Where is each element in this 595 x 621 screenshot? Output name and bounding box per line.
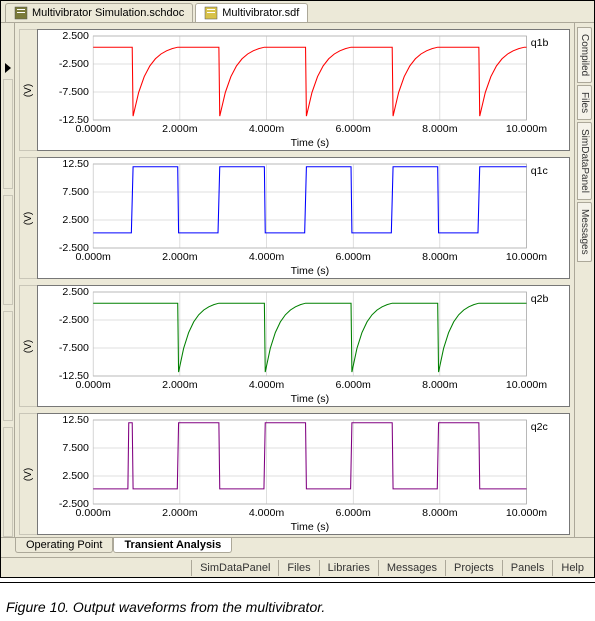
status-bar: SimDataPanelFilesLibrariesMessagesProjec… [1, 557, 594, 577]
doc-tab-0[interactable]: Multivibrator Simulation.schdoc [5, 3, 193, 22]
svg-text:7.500: 7.500 [62, 443, 89, 454]
chart-ylabel: (V) [23, 467, 34, 480]
chart-ylabel: (V) [23, 211, 34, 224]
svg-text:q1c: q1c [531, 166, 548, 177]
chart-ylabel-box: (V) [19, 285, 37, 407]
svg-text:7.500: 7.500 [62, 187, 89, 198]
play-marker-icon [5, 63, 11, 73]
analysis-tab-0[interactable]: Operating Point [15, 538, 113, 553]
gutter-segment [3, 195, 13, 305]
statusbar-item-projects[interactable]: Projects [445, 560, 502, 576]
svg-text:8.000m: 8.000m [422, 124, 457, 135]
left-gutter [1, 23, 15, 537]
statusbar-item-simdatapanel[interactable]: SimDataPanel [191, 560, 278, 576]
chart-ylabel: (V) [23, 83, 34, 96]
tab-label: Multivibrator.sdf [222, 7, 299, 19]
svg-text:4.000m: 4.000m [249, 252, 284, 263]
side-tab-files[interactable]: Files [577, 85, 592, 120]
file-icon [204, 6, 218, 20]
svg-text:6.000m: 6.000m [336, 252, 371, 263]
svg-text:2.500: 2.500 [62, 31, 89, 42]
analysis-tab-1[interactable]: Transient Analysis [113, 538, 232, 553]
chart-canvas[interactable]: 0.000m2.000m4.000m6.000m8.000m10.000mTim… [37, 413, 570, 535]
chart-q2c: (V)0.000m2.000m4.000m6.000m8.000m10.000m… [19, 413, 570, 535]
svg-text:-2.500: -2.500 [59, 243, 89, 254]
side-tab-messages[interactable]: Messages [577, 202, 592, 262]
divider [0, 582, 595, 583]
svg-text:6.000m: 6.000m [336, 380, 371, 391]
svg-text:2.000m: 2.000m [162, 252, 197, 263]
tab-label: Multivibrator Simulation.schdoc [32, 7, 184, 19]
svg-text:Time (s): Time (s) [291, 266, 329, 277]
svg-text:4.000m: 4.000m [249, 380, 284, 391]
svg-text:-7.500: -7.500 [59, 87, 89, 98]
chart-ylabel-box: (V) [19, 157, 37, 279]
app-window: Multivibrator Simulation.schdoc Multivibr… [0, 0, 595, 578]
svg-text:4.000m: 4.000m [249, 508, 284, 519]
svg-text:-2.500: -2.500 [59, 59, 89, 70]
file-icon [14, 6, 28, 20]
analysis-tabs: Operating PointTransient Analysis [1, 537, 594, 557]
statusbar-item-panels[interactable]: Panels [502, 560, 553, 576]
svg-text:2.500: 2.500 [62, 471, 89, 482]
chart-q1b: (V)0.000m2.000m4.000m6.000m8.000m10.000m… [19, 29, 570, 151]
svg-text:10.000m: 10.000m [506, 380, 547, 391]
chart-canvas[interactable]: 0.000m2.000m4.000m6.000m8.000m10.000mTim… [37, 29, 570, 151]
svg-text:q2b: q2b [531, 294, 549, 305]
statusbar-item-help[interactable]: Help [552, 560, 592, 576]
svg-text:8.000m: 8.000m [422, 508, 457, 519]
svg-text:8.000m: 8.000m [422, 252, 457, 263]
plot-region: (V)0.000m2.000m4.000m6.000m8.000m10.000m… [15, 23, 574, 537]
svg-text:-2.500: -2.500 [59, 315, 89, 326]
svg-text:6.000m: 6.000m [336, 124, 371, 135]
svg-text:-12.50: -12.50 [59, 115, 89, 126]
svg-text:-7.500: -7.500 [59, 343, 89, 354]
svg-text:-12.50: -12.50 [59, 371, 89, 382]
chart-q2b: (V)0.000m2.000m4.000m6.000m8.000m10.000m… [19, 285, 570, 407]
svg-text:4.000m: 4.000m [249, 124, 284, 135]
svg-text:10.000m: 10.000m [506, 124, 547, 135]
svg-text:10.000m: 10.000m [506, 252, 547, 263]
side-tab-simdatapanel[interactable]: SimDataPanel [577, 122, 592, 200]
gutter-segment [3, 427, 13, 537]
svg-text:2.500: 2.500 [62, 287, 89, 298]
statusbar-item-libraries[interactable]: Libraries [319, 560, 378, 576]
chart-canvas[interactable]: 0.000m2.000m4.000m6.000m8.000m10.000mTim… [37, 285, 570, 407]
right-panel-tabs: Compiled Files SimDataPanel Messages [574, 23, 594, 537]
svg-text:2.500: 2.500 [62, 215, 89, 226]
chart-q1c: (V)0.000m2.000m4.000m6.000m8.000m10.000m… [19, 157, 570, 279]
gutter-segment [3, 79, 13, 189]
chart-canvas[interactable]: 0.000m2.000m4.000m6.000m8.000m10.000mTim… [37, 157, 570, 279]
svg-text:2.000m: 2.000m [162, 508, 197, 519]
svg-text:10.000m: 10.000m [506, 508, 547, 519]
svg-text:-2.500: -2.500 [59, 499, 89, 510]
figure-caption: Figure 10. Output waveforms from the mul… [0, 585, 595, 621]
svg-text:q2c: q2c [531, 422, 548, 433]
svg-text:6.000m: 6.000m [336, 508, 371, 519]
svg-text:2.000m: 2.000m [162, 124, 197, 135]
gutter-segment [3, 311, 13, 421]
body-row: (V)0.000m2.000m4.000m6.000m8.000m10.000m… [1, 23, 594, 537]
svg-text:Time (s): Time (s) [291, 522, 329, 533]
svg-text:12.50: 12.50 [62, 159, 89, 170]
svg-text:q1b: q1b [531, 38, 549, 49]
document-tabs: Multivibrator Simulation.schdoc Multivibr… [1, 1, 594, 23]
statusbar-item-files[interactable]: Files [278, 560, 318, 576]
svg-text:Time (s): Time (s) [291, 138, 329, 149]
svg-text:Time (s): Time (s) [291, 394, 329, 405]
chart-ylabel-box: (V) [19, 413, 37, 535]
chart-ylabel-box: (V) [19, 29, 37, 151]
svg-text:2.000m: 2.000m [162, 380, 197, 391]
side-tab-compiled[interactable]: Compiled [577, 27, 592, 83]
chart-ylabel: (V) [23, 339, 34, 352]
svg-text:8.000m: 8.000m [422, 380, 457, 391]
doc-tab-1[interactable]: Multivibrator.sdf [195, 3, 308, 22]
statusbar-item-messages[interactable]: Messages [378, 560, 445, 576]
svg-text:12.50: 12.50 [62, 415, 89, 426]
